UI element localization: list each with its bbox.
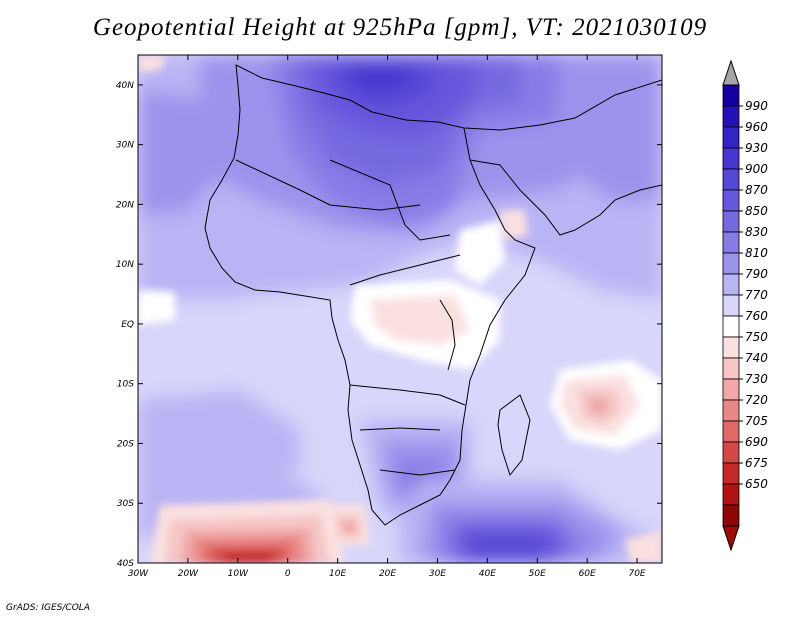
height-field	[138, 55, 662, 563]
colorbar-swatch	[722, 189, 740, 212]
lon-tick-label: 30W	[128, 569, 149, 579]
colorbar-label: 900	[745, 162, 768, 176]
lon-tick-label: 60E	[579, 569, 596, 579]
map-plot: 30W 20W 10W 0 10E 20E 30E 40E 50E 60E 70E 40N 30N 20N…	[116, 54, 768, 579]
colorbar-label: 740	[745, 351, 768, 365]
colorbar-label: 760	[745, 309, 768, 323]
colorbar-swatch	[722, 126, 740, 149]
colorbar-label: 850	[745, 204, 768, 218]
lon-tick-label: 0	[285, 569, 291, 579]
lat-tick-label: 20S	[117, 439, 134, 449]
colorbar-swatch	[722, 504, 740, 527]
map-axes: 30W 20W 10W 0 10E 20E 30E 40E 50E 60E 70E 40N 30N 20N…	[116, 55, 662, 579]
colorbar-swatch	[722, 168, 740, 191]
colorbar-swatch	[722, 315, 740, 338]
colorbar-swatch	[722, 441, 740, 464]
colorbar-over-triangle	[722, 59, 740, 86]
colorbar-swatch	[722, 462, 740, 485]
lat-tick-label: 20N	[116, 200, 134, 210]
colorbar-label: 870	[745, 183, 768, 197]
colorbar-label: 770	[745, 288, 768, 302]
lat-tick-label: 40S	[117, 559, 134, 569]
colorbar-swatch	[722, 105, 740, 128]
credit-label: GrADS: IGES/COLA	[6, 603, 90, 613]
colorbar-label: 675	[745, 456, 768, 470]
colorbar-swatch	[722, 420, 740, 443]
colorbar-swatch	[722, 252, 740, 275]
colorbar-swatch	[722, 294, 740, 317]
colorbar-swatch	[722, 378, 740, 401]
lat-tick-label: 40N	[116, 81, 134, 91]
colorbar: 990 960 930 900 870 850 830 810 790 770 760 750 740 7…	[722, 59, 768, 552]
colorbar-label: 790	[745, 267, 768, 281]
chart-title: Geopotential Height at 925hPa [gpm], VT:…	[92, 14, 708, 41]
colorbar-swatch	[722, 357, 740, 380]
colorbar-swatch	[722, 336, 740, 359]
lat-tick-label: 30S	[117, 499, 134, 509]
colorbar-swatch	[722, 147, 740, 170]
lon-tick-label: 50E	[529, 569, 546, 579]
coastlines	[204, 64, 662, 526]
colorbar-swatch	[722, 483, 740, 506]
lat-tick-label: 10S	[117, 380, 134, 390]
colorbar-under-triangle	[722, 525, 740, 552]
lon-tick-label: 40E	[479, 569, 496, 579]
lon-tick-label: 20E	[379, 569, 396, 579]
colorbar-swatch	[722, 231, 740, 254]
colorbar-label: 750	[745, 330, 768, 344]
colorbar-label: 960	[745, 120, 768, 134]
colorbar-label: 720	[745, 393, 768, 407]
lon-tick-label: 70E	[628, 569, 645, 579]
colorbar-label: 730	[745, 372, 768, 386]
lat-tick-label: 30N	[116, 141, 134, 151]
colorbar-label: 930	[745, 141, 768, 155]
colorbar-label: 705	[745, 414, 768, 428]
map-frame	[137, 54, 663, 564]
colorbar-label: 810	[745, 246, 768, 260]
lon-tick-label: 20W	[178, 569, 199, 579]
lon-tick-label: 10E	[329, 569, 346, 579]
lat-tick-label: EQ	[121, 320, 134, 330]
colorbar-swatch	[722, 399, 740, 422]
colorbar-swatch	[722, 273, 740, 296]
lon-tick-label: 30E	[429, 569, 446, 579]
colorbar-label: 990	[745, 99, 768, 113]
lon-tick-label: 10W	[228, 569, 249, 579]
colorbar-swatch	[722, 210, 740, 233]
colorbar-label: 690	[745, 435, 768, 449]
lat-tick-label: 10N	[116, 260, 134, 270]
colorbar-swatch	[722, 84, 740, 107]
colorbar-label: 650	[745, 477, 768, 491]
colorbar-label: 830	[745, 225, 768, 239]
